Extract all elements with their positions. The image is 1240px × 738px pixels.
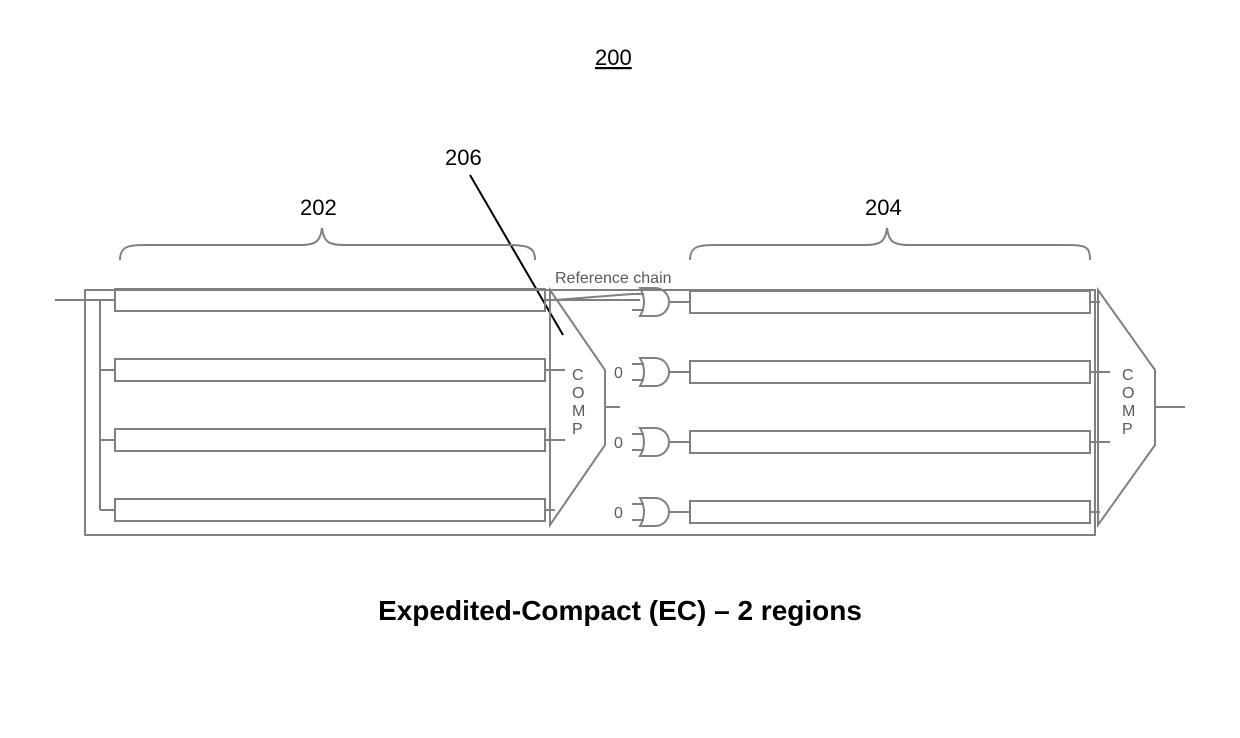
right-chain-2 (690, 361, 1090, 383)
brace-right (690, 228, 1090, 260)
right-chain-3 (690, 431, 1090, 453)
or-gate-1 (640, 288, 669, 316)
callout-204: 204 (865, 195, 902, 220)
callout-202: 202 (300, 195, 337, 220)
right-chain-4 (690, 501, 1090, 523)
left-chain-4 (115, 499, 545, 521)
comp-left-label-o: O (572, 385, 584, 402)
comp-right-label-c: C (1122, 367, 1134, 384)
zero-4: 0 (614, 505, 623, 522)
or-gate-3 (640, 428, 669, 456)
zero-3: 0 (614, 435, 623, 452)
reference-chain-label: Reference chain (555, 270, 672, 287)
comp-right-label-o: O (1122, 385, 1134, 402)
or-gate-2 (640, 358, 669, 386)
brace-left (120, 228, 535, 260)
comp-left-label-p: P (572, 421, 583, 438)
comp-right-label-m: M (1122, 403, 1135, 420)
comp-left-label-c: C (572, 367, 584, 384)
comp-left-label-m: M (572, 403, 585, 420)
callout-206: 206 (445, 145, 482, 170)
left-chain-3 (115, 429, 545, 451)
figure-number: 200 (595, 45, 632, 70)
right-chain-1 (690, 291, 1090, 313)
left-chain-1 (115, 289, 545, 311)
comp-right-label-p: P (1122, 421, 1133, 438)
left-chain-2 (115, 359, 545, 381)
diagram-title: Expedited-Compact (EC) – 2 regions (378, 595, 862, 626)
or-gate-4 (640, 498, 669, 526)
zero-2: 0 (614, 365, 623, 382)
